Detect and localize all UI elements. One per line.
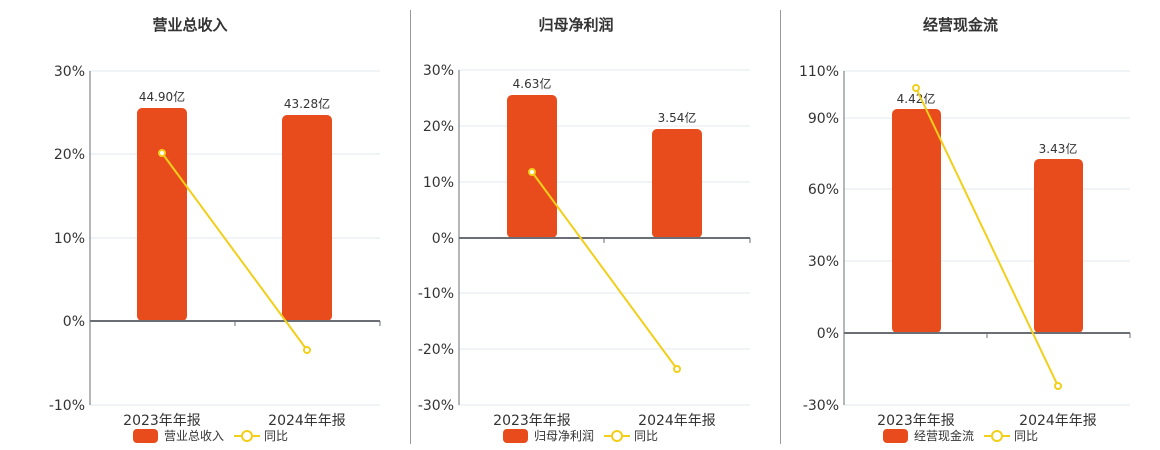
y-tick: 20%: [423, 119, 454, 135]
y-tick: -30%: [803, 398, 839, 414]
x-tick: 2024年年报: [268, 413, 346, 429]
bar-2024: [282, 115, 332, 321]
legend-line-label[interactable]: 同比: [264, 429, 289, 443]
bar-label: 43.28亿: [284, 96, 330, 111]
bar-2024: [652, 129, 702, 238]
legend: 营业总收入 同比: [133, 427, 288, 444]
y-tick: 110%: [799, 64, 839, 80]
y-tick: -10%: [49, 398, 85, 414]
x-tick: 2024年年报: [638, 413, 716, 429]
y-tick: 0%: [817, 326, 839, 342]
y-tick: 20%: [54, 147, 85, 163]
legend-bar-label[interactable]: 经营现金流: [914, 429, 975, 443]
legend-bar-swatch[interactable]: [883, 428, 908, 443]
y-tick: 30%: [808, 254, 839, 270]
x-tick: 2023年年报: [123, 413, 201, 429]
legend-line-label[interactable]: 同比: [1014, 429, 1039, 443]
y-tick: 30%: [423, 63, 454, 79]
legend-bar-label[interactable]: 营业总收入: [164, 429, 225, 443]
chart-plot: 30% 20% 10% 0% -10% -20% -30% 4.63亿 3.54…: [418, 63, 751, 429]
y-tick: 90%: [808, 111, 839, 127]
y-tick: 0%: [432, 231, 454, 247]
chart-title: 归母净利润: [538, 16, 614, 34]
bar-label: 44.90亿: [139, 89, 185, 104]
divider: [410, 10, 411, 444]
legend: 归母净利润 同比: [503, 427, 658, 444]
legend: 经营现金流 同比: [883, 427, 1038, 444]
y-tick: 60%: [808, 182, 839, 198]
bar-2024: [1034, 159, 1083, 333]
bar-2023: [137, 108, 187, 321]
legend-bar-swatch[interactable]: [133, 428, 158, 443]
bar-2023: [892, 109, 941, 333]
y-tick: 30%: [54, 64, 85, 80]
chart-plot: 110% 90% 60% 30% 0% -30% 4.42亿 3.43亿 202…: [799, 64, 1131, 429]
y-tick: -10%: [418, 286, 454, 302]
y-tick: 10%: [54, 231, 85, 247]
chart-panel-operating-cashflow: 经营现金流 110% 90% 60% 30% 0% -30% 4.42亿 3.4…: [781, 0, 1160, 450]
bar-2023: [507, 95, 557, 238]
bar-label: 3.54亿: [658, 110, 697, 125]
chart-title: 经营现金流: [922, 16, 998, 34]
legend-bar-label[interactable]: 归母净利润: [534, 429, 595, 443]
chart-plot: 30% 20% 10% 0% -10% 44.90亿 43.28亿 2023年年…: [49, 64, 381, 429]
grid: [90, 70, 380, 406]
yoy-line: [531, 171, 678, 370]
chart-panel-revenue: 营业总收入 30% 20% 10% 0% -10% 44.90亿 43.28亿 …: [0, 0, 410, 450]
legend-line-icon[interactable]: [234, 429, 261, 443]
bar-label: 4.42亿: [897, 91, 936, 106]
y-tick: 10%: [423, 175, 454, 191]
yoy-line: [915, 87, 1059, 387]
chart-title: 营业总收入: [152, 16, 228, 34]
divider: [780, 10, 781, 444]
y-tick: -30%: [418, 398, 454, 414]
legend-line-icon[interactable]: [604, 429, 631, 443]
bar-label: 4.63亿: [513, 76, 552, 91]
x-tick: 2024年年报: [1019, 413, 1097, 429]
legend-bar-swatch[interactable]: [503, 428, 528, 443]
legend-line-label[interactable]: 同比: [634, 429, 659, 443]
bar-label: 3.43亿: [1039, 141, 1078, 156]
y-tick: 0%: [63, 314, 85, 330]
chart-panel-net-profit: 归母净利润 30% 20% 10% 0% -10% -20% -30% 4.63…: [411, 0, 781, 450]
x-tick: 2023年年报: [877, 413, 955, 429]
legend-line-icon[interactable]: [984, 429, 1011, 443]
yoy-line: [161, 152, 308, 351]
y-tick: -20%: [418, 342, 454, 358]
x-tick: 2023年年报: [493, 413, 571, 429]
